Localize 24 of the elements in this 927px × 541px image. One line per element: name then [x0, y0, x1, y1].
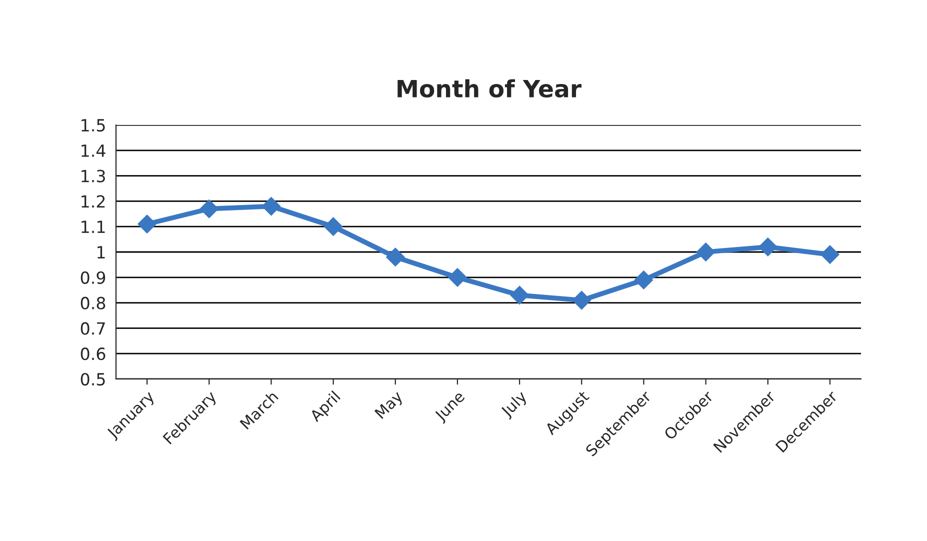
point [448, 268, 467, 287]
point [572, 290, 591, 310]
point [510, 286, 529, 305]
point [634, 270, 654, 290]
y-tick-label: 1.3 [82, 170, 105, 182]
y-tick-label: 1 [98, 246, 105, 258]
point [820, 245, 840, 264]
point [696, 242, 716, 262]
y-tick-label: 0.6 [80, 348, 106, 360]
y-tick-label: 1.4 [82, 144, 106, 157]
point [262, 196, 281, 216]
point [138, 214, 156, 234]
point [324, 217, 343, 236]
y-tick-label: 0.8 [80, 296, 106, 310]
y-tick-label: 1.2 [82, 195, 105, 208]
chart-title: Month of Year [398, 79, 582, 98]
y-tick-label: 1.1 [82, 220, 105, 233]
point [200, 199, 218, 218]
y-tick-label: 0.5 [80, 372, 105, 386]
point [386, 248, 405, 266]
point [758, 238, 778, 256]
y-tick-label: 1.5 [82, 119, 105, 132]
y-tick-label: 0.7 [80, 322, 105, 335]
y-tick-label: 0.9 [80, 271, 106, 284]
